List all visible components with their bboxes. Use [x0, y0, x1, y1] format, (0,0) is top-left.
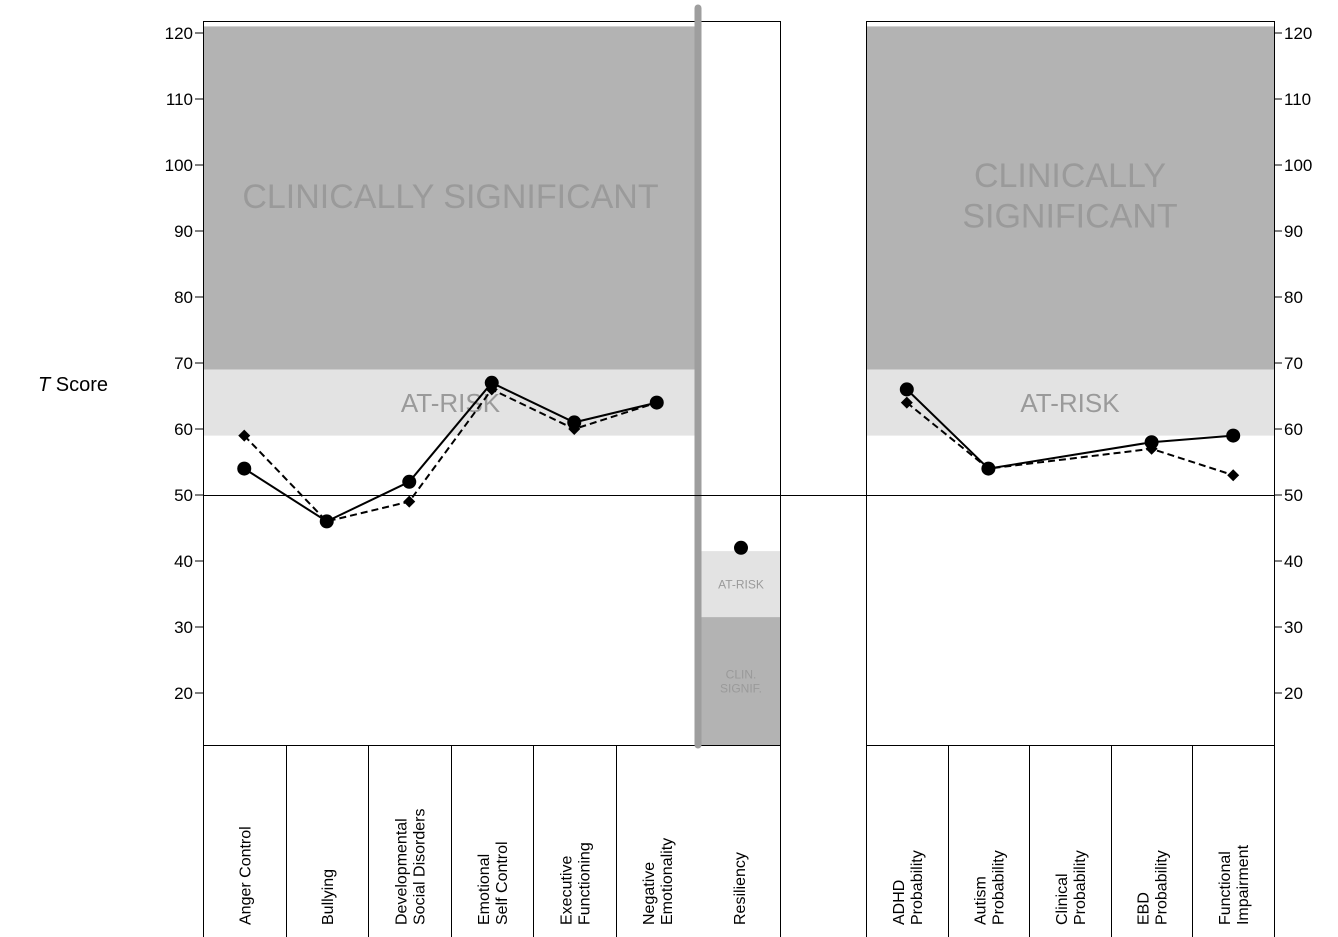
category-label: Probability [1072, 850, 1089, 925]
series-line-solid-left [243, 381, 657, 523]
category-label: Probability [1154, 850, 1171, 925]
y-tick-label-left: 30 [174, 618, 193, 637]
y-tick-label-left: 50 [174, 486, 193, 505]
y-tick-label-left: 20 [174, 684, 193, 703]
y-tick-label-left: 80 [174, 288, 193, 307]
y-tick-label-left: 120 [165, 24, 193, 43]
data-point-diamond [568, 423, 581, 435]
y-tick-label-left: 60 [174, 420, 193, 439]
y-tick-label-right: 80 [1284, 288, 1303, 307]
series-line-dashed-right [906, 401, 1234, 477]
clinical-zone-label-right: SIGNIFICANT [962, 197, 1177, 235]
category-label: Self Control [494, 841, 511, 925]
at-risk-zone-left [203, 369, 698, 436]
category-label: Impairment [1235, 844, 1252, 925]
y-tick-label-right: 30 [1284, 618, 1303, 637]
y-axis-label: T Score [38, 374, 108, 396]
category-label: ADHD [891, 880, 908, 925]
data-point-diamond [238, 429, 251, 442]
y-tick-label-left: 70 [174, 354, 193, 373]
y-tick-label-left: 110 [166, 90, 193, 109]
clinical-zone-label-right: CLINICALLY [974, 157, 1166, 195]
data-point-circle [1144, 435, 1159, 450]
category-label: Autism [972, 876, 989, 925]
at-risk-zone-label-left: AT-RISK [401, 388, 501, 418]
data-point-diamond [1227, 469, 1240, 482]
y-tick-label-right: 100 [1284, 156, 1312, 175]
category-label: Negative [641, 862, 658, 925]
data-point-diamond [982, 462, 995, 475]
y-tick-label-right: 50 [1284, 486, 1303, 505]
category-label: Social Disorders [411, 809, 428, 925]
clinical-zone-right [866, 26, 1274, 370]
category-label: Functioning [576, 842, 593, 925]
y-tick-label-right: 20 [1284, 684, 1303, 703]
category-label: Functional [1217, 851, 1234, 925]
data-point-diamond [1145, 442, 1158, 455]
at-risk-zone-label-resiliency: AT-RISK [718, 577, 764, 591]
data-point-circle [1226, 428, 1241, 443]
y-tick-label-right: 110 [1284, 90, 1311, 109]
series-line-solid-right [906, 388, 1234, 470]
category-label: Developmental [393, 818, 410, 925]
data-point-diamond [485, 383, 498, 396]
y-tick-label-right: 120 [1284, 24, 1312, 43]
category-label: Emotionality [659, 838, 676, 925]
data-point-circle [734, 540, 748, 555]
series-line-dashed-left [243, 388, 658, 523]
y-tick-label-left: 100 [165, 156, 193, 175]
category-label-resiliency: Resiliency [732, 852, 749, 925]
data-point-circle [402, 474, 417, 489]
category-label: Clinical [1054, 873, 1071, 925]
data-point-circle [484, 375, 499, 390]
data-point-diamond [403, 495, 416, 508]
y-tick-label-right: 90 [1284, 222, 1303, 241]
category-label: Probability [909, 850, 926, 925]
y-tick-label-left: 90 [174, 222, 193, 241]
clinical-zone-left [203, 26, 698, 370]
category-label: Probability [990, 850, 1007, 925]
clinical-zone-label-left: CLINICALLY SIGNIFICANT [242, 178, 658, 216]
clinical-zone-label-resiliency: CLIN. [726, 667, 757, 681]
y-tick-label-right: 40 [1284, 552, 1303, 571]
category-label: Emotional [476, 854, 493, 925]
clinical-zone-label-resiliency: SIGNIF. [720, 681, 762, 695]
at-risk-zone-label-right: AT-RISK [1020, 388, 1120, 418]
y-tick-label-left: 40 [174, 552, 193, 571]
y-tick-label-right: 60 [1284, 420, 1303, 439]
category-label: Bullying [320, 869, 337, 925]
data-point-circle [237, 461, 252, 476]
y-tick-label-right: 70 [1284, 354, 1303, 373]
data-point-diamond [900, 396, 913, 409]
category-label: EBD [1136, 892, 1153, 925]
category-label: Executive [558, 856, 575, 925]
at-risk-zone-resiliency [698, 551, 780, 618]
clinical-zone-resiliency [698, 617, 780, 745]
data-point-circle [899, 382, 914, 397]
category-label: Anger Control [237, 826, 254, 925]
data-point-circle [567, 415, 582, 430]
data-point-diamond [650, 396, 663, 409]
data-point-diamond [320, 515, 333, 528]
